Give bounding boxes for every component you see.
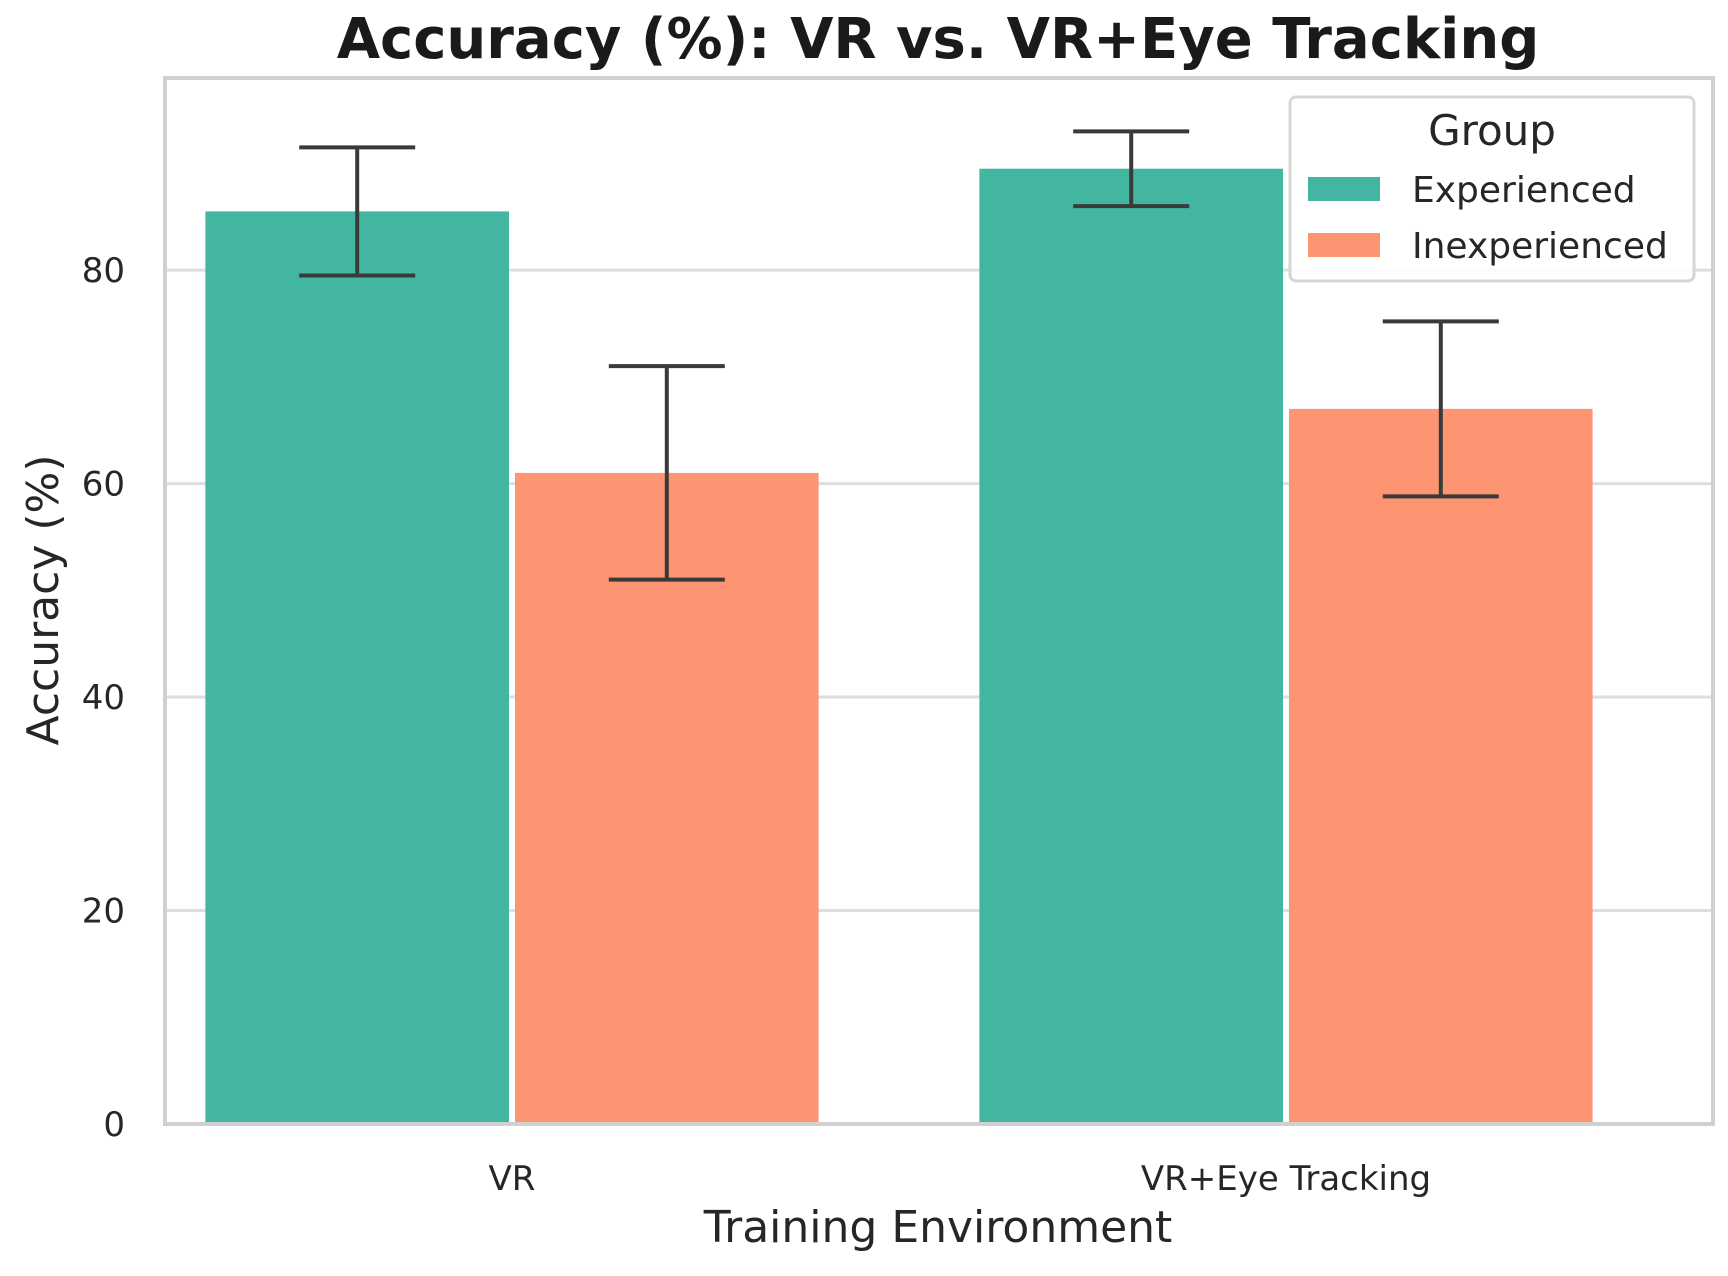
y-axis-ticks: 0 20 40 60 80 [82,251,125,1145]
y-tick-label-0: 0 [103,1105,125,1145]
y-tick-label-40: 40 [82,678,125,718]
bar-experienced-vr-eye-tracking [979,168,1283,1124]
plot-frame [163,76,1715,1126]
bar-experienced-vr [205,211,509,1125]
legend-box [1288,95,1696,283]
legend-label-experienced: Experienced [1412,170,1636,211]
x-axis-ticks: VR VR+Eye Tracking [489,1159,1432,1199]
legend-title: Group [1428,106,1556,155]
chart-title: Accuracy (%): VR vs. VR+Eye Tracking [337,7,1540,72]
y-tick-label-80: 80 [82,251,125,291]
legend-label-inexperienced: Inexperienced [1412,226,1668,267]
x-tick-label-vr-eye-tracking: VR+Eye Tracking [1141,1159,1431,1199]
bar-inexperienced-vr-eye-tracking [1289,408,1593,1124]
legend-swatch-experienced [1308,177,1380,201]
error-bars [299,129,1499,582]
y-tick-label-60: 60 [82,465,125,505]
y-axis-label: Accuracy (%) [18,454,69,745]
legend: Group Experienced Inexperienced [1288,95,1696,283]
x-axis-label: Training Environment [703,1202,1173,1253]
x-tick-label-vr: VR [489,1159,536,1199]
bars [205,168,1593,1125]
legend-swatch-inexperienced [1308,233,1380,257]
y-tick-label-20: 20 [82,892,125,932]
